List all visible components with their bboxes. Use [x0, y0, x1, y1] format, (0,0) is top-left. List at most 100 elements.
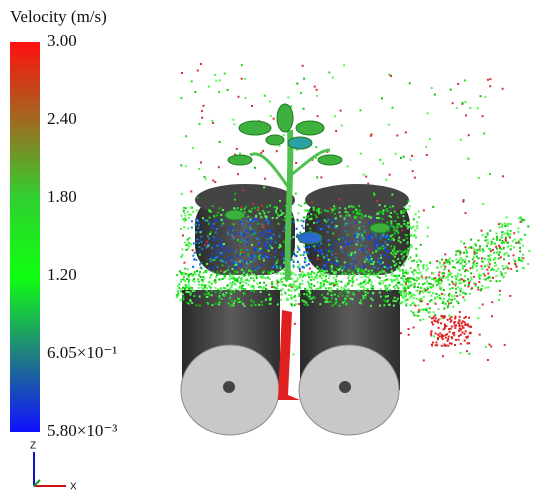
particle	[300, 274, 303, 277]
particle	[461, 264, 464, 267]
particle	[195, 258, 198, 261]
particle	[360, 213, 363, 216]
particle	[293, 304, 296, 307]
particle	[406, 253, 409, 256]
particle	[298, 270, 301, 273]
particle	[190, 190, 193, 193]
particle	[194, 273, 197, 276]
particle	[517, 227, 520, 230]
particle	[478, 306, 481, 309]
particle	[388, 73, 391, 76]
particle	[184, 280, 187, 282]
particle	[346, 238, 349, 241]
particle	[315, 273, 318, 276]
particle	[338, 198, 341, 201]
particle	[315, 216, 318, 219]
particle	[218, 79, 221, 82]
particle	[401, 250, 404, 253]
particle	[218, 140, 221, 143]
particle	[219, 259, 222, 262]
particle	[484, 265, 486, 268]
particle	[233, 282, 236, 285]
particle	[189, 299, 192, 302]
particle	[258, 286, 261, 289]
particle	[196, 270, 198, 273]
particle	[229, 281, 232, 284]
particle	[357, 211, 360, 214]
particle	[301, 279, 304, 282]
particle	[454, 326, 457, 329]
particle	[208, 267, 211, 270]
particle	[253, 279, 256, 282]
particle	[293, 322, 296, 325]
particle	[259, 253, 262, 256]
particle	[489, 85, 492, 88]
particle	[217, 166, 220, 169]
particle	[242, 280, 245, 283]
particle	[331, 282, 334, 285]
particle	[231, 277, 233, 280]
particle	[501, 265, 504, 267]
particle	[378, 277, 381, 279]
particle	[393, 275, 396, 278]
particle	[184, 272, 187, 275]
particle	[346, 290, 349, 293]
particle	[276, 303, 279, 306]
particle	[523, 267, 526, 270]
particle	[210, 282, 213, 285]
particle	[384, 295, 387, 298]
particle	[439, 262, 441, 265]
particle	[400, 332, 402, 335]
particle	[180, 228, 182, 230]
particle	[414, 269, 417, 272]
particle	[406, 249, 409, 252]
particle	[406, 278, 408, 281]
particle	[458, 269, 461, 272]
particle	[212, 236, 215, 239]
particle	[444, 302, 447, 305]
particle	[440, 292, 443, 295]
particle	[481, 303, 484, 306]
particle	[328, 243, 331, 246]
particle	[466, 335, 469, 338]
particle	[408, 205, 411, 208]
particle	[450, 336, 453, 339]
particle	[367, 256, 370, 259]
particle	[278, 246, 281, 249]
particle	[180, 214, 183, 217]
particle	[200, 63, 202, 65]
particle	[368, 221, 371, 224]
particle	[478, 281, 481, 283]
particle	[213, 239, 216, 242]
particle	[214, 302, 217, 305]
particle	[275, 261, 278, 264]
particle	[459, 273, 462, 276]
particle	[284, 292, 287, 295]
particle	[269, 272, 272, 274]
particle	[443, 344, 446, 347]
particle	[385, 249, 388, 252]
particle	[239, 289, 241, 292]
particle	[222, 260, 225, 263]
particle	[447, 335, 450, 338]
particle	[385, 236, 388, 239]
particle	[451, 102, 454, 105]
particle	[301, 271, 304, 273]
particle	[275, 282, 278, 285]
particle	[263, 285, 265, 288]
particle	[219, 252, 222, 255]
particle	[471, 267, 474, 270]
particle	[239, 231, 242, 234]
axis-x-label: X	[70, 482, 77, 493]
particle	[184, 214, 187, 217]
particle	[259, 247, 262, 250]
particle	[433, 319, 436, 322]
particle	[321, 253, 324, 256]
particle	[335, 239, 337, 242]
particle	[240, 222, 243, 225]
particle	[455, 278, 458, 281]
particle	[390, 273, 393, 276]
particle	[347, 253, 350, 256]
particle	[319, 285, 322, 288]
particle	[259, 281, 261, 284]
